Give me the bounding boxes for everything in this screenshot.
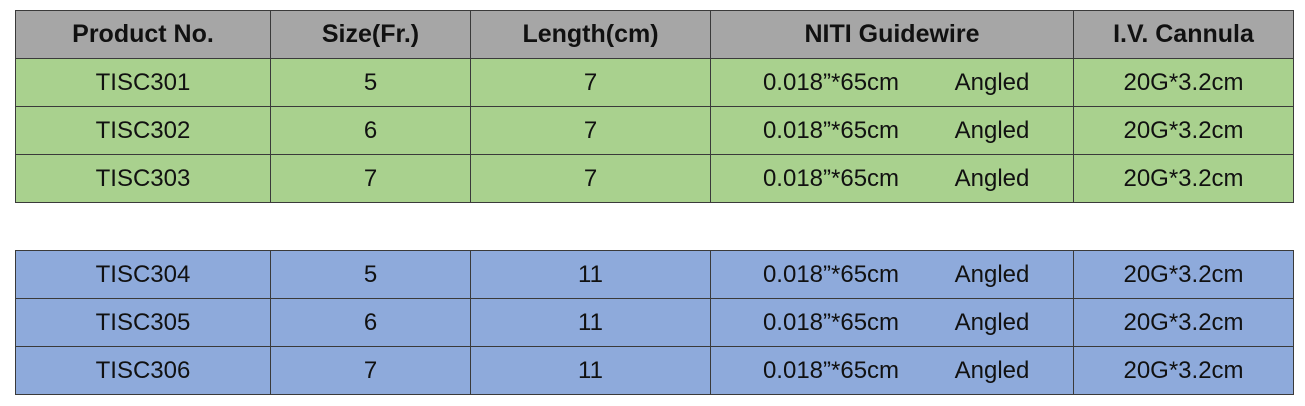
table-cell: TISC304 — [15, 250, 271, 299]
guidewire-size: 0.018”*65cm — [762, 308, 900, 336]
header-cell: I.V. Cannula — [1073, 10, 1294, 59]
table-cell: 7 — [470, 154, 711, 203]
guidewire-tip: Angled — [954, 356, 1030, 384]
table-cell: 0.018”*65cm Angled — [710, 58, 1074, 107]
table-cell: 7 — [270, 346, 471, 395]
guidewire-size: 0.018”*65cm — [762, 164, 900, 192]
table-cell: 5 — [270, 250, 471, 299]
table-cell: TISC302 — [15, 106, 271, 155]
table-cell: TISC306 — [15, 346, 271, 395]
table-cell: 20G*3.2cm — [1073, 58, 1294, 107]
guidewire-size: 0.018”*65cm — [762, 356, 900, 384]
guidewire-tip: Angled — [954, 260, 1030, 288]
guidewire-tip: Angled — [954, 164, 1030, 192]
guidewire-size: 0.018”*65cm — [762, 68, 900, 96]
table-cell: 20G*3.2cm — [1073, 154, 1294, 203]
table-cell: 20G*3.2cm — [1073, 106, 1294, 155]
table-cell: 7 — [270, 154, 471, 203]
table-cell: 0.018”*65cm Angled — [710, 154, 1074, 203]
table-cell: 0.018”*65cm Angled — [710, 250, 1074, 299]
table-cell: TISC303 — [15, 154, 271, 203]
table-cell: 6 — [270, 106, 471, 155]
header-cell: Size(Fr.) — [270, 10, 471, 59]
table-cell: 11 — [470, 250, 711, 299]
table-cell: 20G*3.2cm — [1073, 250, 1294, 299]
guidewire-tip: Angled — [954, 308, 1030, 336]
table-cell: 7 — [470, 106, 711, 155]
table-cell: 11 — [470, 346, 711, 395]
table-cell: 0.018”*65cm Angled — [710, 106, 1074, 155]
table-cell: 11 — [470, 298, 711, 347]
guidewire-size: 0.018”*65cm — [762, 260, 900, 288]
table-cell: 20G*3.2cm — [1073, 298, 1294, 347]
table-cell: 5 — [270, 58, 471, 107]
table-cell: 0.018”*65cm Angled — [710, 346, 1074, 395]
table-cell: 20G*3.2cm — [1073, 346, 1294, 395]
guidewire-size: 0.018”*65cm — [762, 116, 900, 144]
table-cell: TISC301 — [15, 58, 271, 107]
table-cell: 6 — [270, 298, 471, 347]
header-cell: NITI Guidewire — [710, 10, 1074, 59]
table-cell: TISC305 — [15, 298, 271, 347]
table-cell: 0.018”*65cm Angled — [710, 298, 1074, 347]
header-cell: Length(cm) — [470, 10, 711, 59]
guidewire-tip: Angled — [954, 116, 1030, 144]
header-cell: Product No. — [15, 10, 271, 59]
guidewire-tip: Angled — [954, 68, 1030, 96]
table-cell: 7 — [470, 58, 711, 107]
